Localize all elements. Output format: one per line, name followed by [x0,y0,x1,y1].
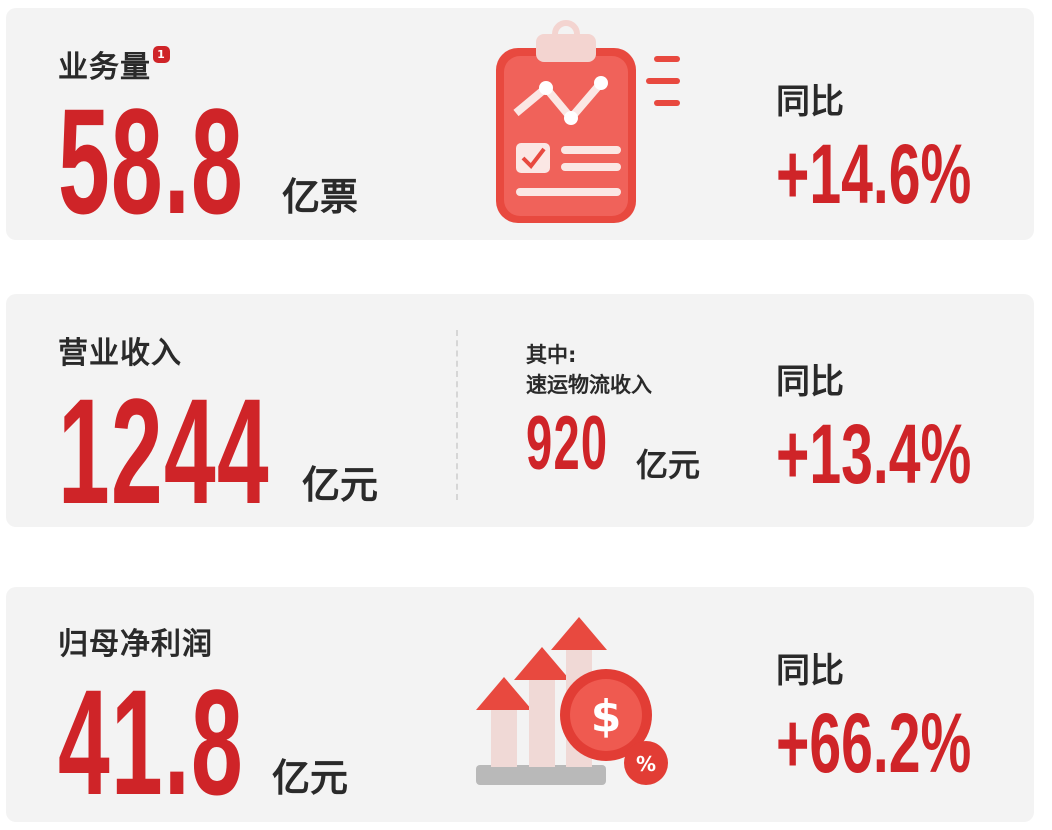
sub-label-2: 速运物流收入 [526,373,652,397]
volume-unit: 亿票 [282,175,359,219]
sub-value: 920 [526,401,609,486]
volume-value: 58.8 [58,77,244,245]
svg-text:$: $ [591,691,622,742]
sub-label-1: 其中: [526,343,577,367]
profit-yoy-label: 同比 [776,651,844,691]
profit-card: 归母净利润 41.8 亿元 $ % 同比 +66.2% [6,587,1034,822]
volume-label-text: 业务量 [58,50,151,85]
revenue-value: 1244 [58,367,270,535]
volume-yoy-value: +14.6% [776,127,972,221]
profit-label: 归母净利润 [58,627,213,662]
footnote-badge: 1 [153,46,170,63]
growth-arrows-coin-icon: $ % [476,617,668,785]
volume-card: 业务量 1 58.8 亿票 同比 +14.6% [6,8,1034,240]
profit-yoy-value: +66.2% [776,696,972,790]
profit-value: 41.8 [58,658,244,826]
clipboard-chart-icon [496,20,680,223]
sub-unit: 亿元 [636,446,701,484]
revenue-unit: 亿元 [302,463,379,507]
profit-unit: 亿元 [272,756,349,800]
revenue-card: 营业收入 1244 亿元 其中: 速运物流收入 920 亿元 同比 +13.4% [6,294,1034,527]
divider [456,330,458,500]
revenue-label: 营业收入 [58,336,182,371]
revenue-yoy-label: 同比 [776,362,844,402]
volume-yoy-label: 同比 [776,82,844,122]
volume-label: 业务量 1 [58,42,170,86]
svg-text:%: % [636,752,656,776]
revenue-yoy-value: +13.4% [776,407,972,501]
